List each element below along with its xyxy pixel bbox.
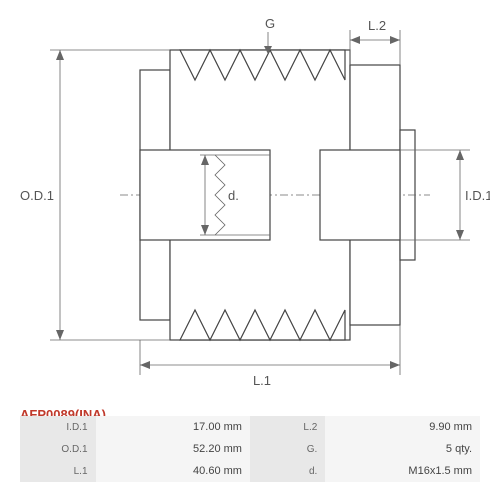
technical-drawing: O.D.1 I.D.1 L.1 L.2 G d. (10, 10, 490, 390)
table-row: L.1 40.60 mm d. M16x1.5 mm (20, 460, 480, 482)
label-l2: L.2 (368, 18, 386, 33)
spec-key: d. (250, 460, 325, 482)
spec-key: L.2 (250, 416, 325, 438)
label-id1: I.D.1 (465, 188, 490, 203)
spec-val: 40.60 mm (96, 460, 250, 482)
spec-key: I.D.1 (20, 416, 96, 438)
spec-val: 17.00 mm (96, 416, 250, 438)
label-g: G (265, 16, 275, 31)
spec-val: 9.90 mm (325, 416, 480, 438)
label-l1: L.1 (253, 373, 271, 388)
spec-val: M16x1.5 mm (325, 460, 480, 482)
spec-table: I.D.1 17.00 mm L.2 9.90 mm O.D.1 52.20 m… (20, 416, 480, 482)
spec-key: O.D.1 (20, 438, 96, 460)
label-d: d. (228, 188, 239, 203)
spec-val: 5 qty. (325, 438, 480, 460)
spec-val: 52.20 mm (96, 438, 250, 460)
table-row: O.D.1 52.20 mm G. 5 qty. (20, 438, 480, 460)
table-row: I.D.1 17.00 mm L.2 9.90 mm (20, 416, 480, 438)
label-od1: O.D.1 (20, 188, 54, 203)
spec-key: L.1 (20, 460, 96, 482)
spec-key: G. (250, 438, 325, 460)
